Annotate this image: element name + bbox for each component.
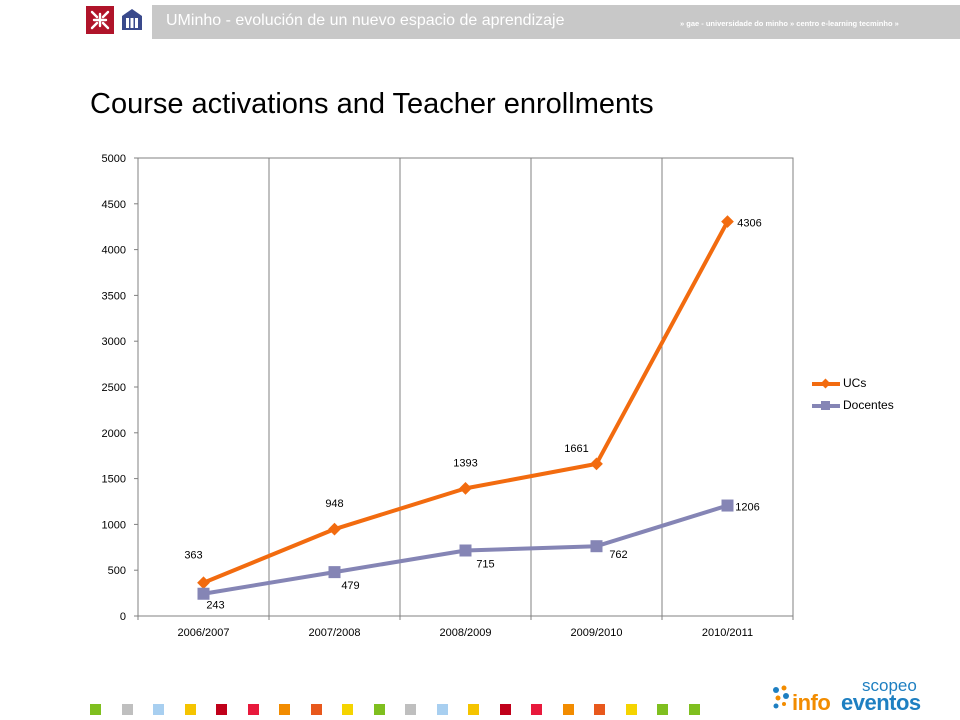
scopeo-eventos-label: eventos <box>841 690 921 715</box>
header-subtitle: » gae - universidade do minho » centro e… <box>680 19 899 28</box>
scopeo-infoeventos-logo: scopeo info eventos <box>770 676 930 716</box>
footer-color-square <box>279 704 290 715</box>
header-bar: UMinho - evolución de un nuevo espacio d… <box>152 5 960 39</box>
footer-color-square <box>247 704 259 715</box>
footer-color-square <box>373 704 385 715</box>
data-point-docentes <box>197 587 210 600</box>
footer-color-square <box>90 704 101 715</box>
data-label: 715 <box>476 559 494 571</box>
data-label: 243 <box>206 600 224 612</box>
data-point-ucs <box>197 576 210 590</box>
x-tick-label: 2007/2008 <box>309 627 361 639</box>
y-tick-label: 500 <box>108 565 126 577</box>
footer-color-square <box>468 704 479 715</box>
legend-label-docentes: Docentes <box>843 398 894 412</box>
data-label: 948 <box>325 498 343 510</box>
chart-legend: UCs Docentes <box>812 376 912 420</box>
footer-color-square <box>562 704 574 715</box>
x-tick-label: 2009/2010 <box>571 627 623 639</box>
data-label: 1206 <box>735 502 759 514</box>
scopeo-info-label: info <box>792 690 831 715</box>
footer-color-square <box>436 704 448 715</box>
y-tick-label: 2500 <box>102 382 126 394</box>
data-label: 4306 <box>737 218 761 230</box>
footer-color-square <box>121 704 133 715</box>
x-tick-label: 2010/2011 <box>702 627 753 639</box>
y-tick-label: 1000 <box>102 519 126 531</box>
y-tick-label: 3500 <box>102 290 126 302</box>
footer-color-square <box>657 704 668 715</box>
data-label: 1393 <box>453 457 477 469</box>
footer-color-square <box>216 704 227 715</box>
y-tick-label: 4000 <box>102 245 126 257</box>
legend-square-icon <box>821 401 830 410</box>
footer-color-square <box>184 704 196 715</box>
legend-label-ucs: UCs <box>843 376 867 390</box>
y-tick-label: 5000 <box>102 153 126 165</box>
y-tick-label: 0 <box>120 611 126 623</box>
footer-color-square <box>625 704 637 715</box>
footer-color-square <box>310 704 322 715</box>
scopeo-dots-icon <box>773 685 789 709</box>
data-point-docentes <box>590 540 603 553</box>
footer-color-square <box>531 704 542 715</box>
uminho-logo-building <box>118 6 146 34</box>
data-label: 762 <box>609 549 627 561</box>
data-point-ucs <box>459 482 472 495</box>
footer-color-square <box>342 704 353 715</box>
data-point-docentes <box>328 566 341 579</box>
x-tick-label: 2008/2009 <box>440 627 492 639</box>
data-point-docentes <box>721 499 734 512</box>
footer-color-square <box>153 704 164 715</box>
footer-color-square <box>499 704 511 715</box>
uminho-logo-red <box>86 6 114 34</box>
footer-color-square <box>688 704 700 715</box>
legend-diamond-icon <box>820 378 831 389</box>
y-tick-label: 3000 <box>102 336 126 348</box>
y-tick-label: 4500 <box>102 199 126 211</box>
x-tick-label: 2006/2007 <box>178 627 230 639</box>
y-tick-label: 2000 <box>102 428 126 440</box>
footer-color-square <box>405 704 416 715</box>
scopeo-label: scopeo <box>862 676 917 695</box>
y-tick-label: 1500 <box>102 474 126 486</box>
data-label: 1661 <box>564 443 588 455</box>
data-point-ucs <box>328 522 341 536</box>
data-point-docentes <box>459 544 472 557</box>
header-title: UMinho - evolución de un nuevo espacio d… <box>166 12 565 29</box>
data-label: 479 <box>341 580 359 592</box>
footer-color-square <box>594 704 605 715</box>
data-label: 363 <box>184 550 202 562</box>
legend-item-docentes: Docentes <box>812 398 912 420</box>
legend-item-ucs: UCs <box>812 376 912 398</box>
slide-title: Course activations and Teacher enrollmen… <box>90 88 654 120</box>
